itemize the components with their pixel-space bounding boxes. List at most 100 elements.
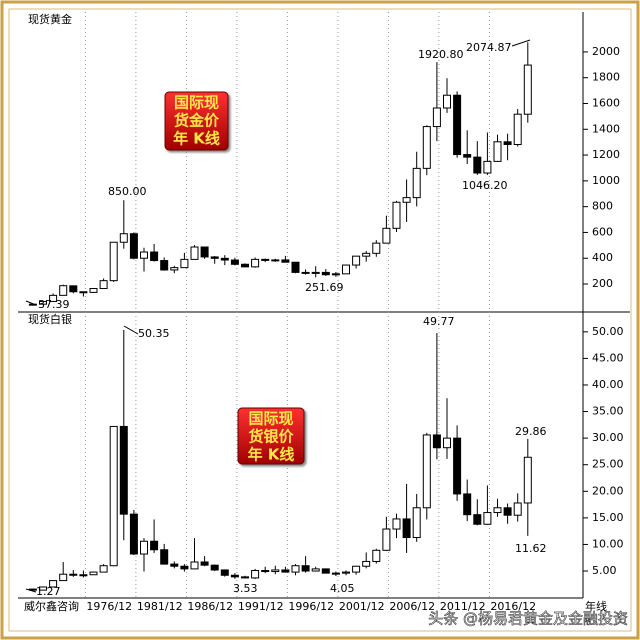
candle-body — [412, 167, 421, 199]
candle-body — [362, 560, 371, 567]
candle-body — [331, 273, 340, 276]
inner-frame — [8, 8, 632, 632]
label-box-text: 货金价 — [174, 112, 220, 130]
x-tick-label: 1981/12 — [137, 600, 183, 613]
y-tick-label: 1400 — [592, 122, 620, 135]
y-tick-label: 45.00 — [592, 351, 624, 364]
x-tick-label: 2001/12 — [339, 600, 385, 613]
annotation: 1.27 — [36, 585, 61, 598]
annotation: 2074.87 — [466, 41, 512, 54]
candle-body — [321, 271, 330, 276]
annotation: 4.05 — [330, 582, 355, 595]
label-box-text: 货银价 — [248, 428, 294, 446]
y-tick-label: 1800 — [592, 71, 620, 84]
candle-body — [493, 507, 502, 514]
annotation: 251.69 — [305, 281, 344, 294]
candle-body — [473, 156, 482, 174]
candle-body — [483, 160, 492, 174]
candle-body — [190, 561, 199, 570]
watermark: 头条 @杨易君黄金及金融投资 — [428, 610, 628, 628]
candle-body — [493, 141, 502, 162]
candle-body — [170, 267, 179, 271]
candle-body — [109, 241, 118, 282]
candle-body — [342, 571, 350, 574]
candle-body — [200, 561, 209, 566]
y-tick-label: 40.00 — [592, 378, 624, 391]
y-tick-label: 400 — [592, 251, 613, 264]
candle-body — [210, 256, 219, 259]
x-tick-label: 2016/12 — [490, 600, 536, 613]
candle-body — [230, 259, 239, 265]
candle-body — [79, 574, 88, 577]
candle-body — [311, 271, 320, 274]
candle-body — [432, 434, 441, 449]
candle-body — [220, 257, 229, 261]
candle-body — [402, 197, 411, 203]
candle-body — [392, 201, 401, 229]
y-tick-label: 35.00 — [592, 405, 624, 418]
candle-body — [513, 502, 522, 516]
source: 威尔鑫咨询 — [24, 599, 79, 613]
candle-body — [372, 242, 381, 254]
candle-body — [271, 259, 280, 262]
candle-body — [150, 251, 159, 262]
y-tick-label: 1000 — [592, 174, 620, 187]
candle-body — [59, 285, 68, 296]
candle-body — [59, 573, 68, 582]
candle-body — [140, 540, 148, 555]
x-tick-label: 2006/12 — [389, 600, 435, 613]
annotation-arrow — [123, 325, 139, 335]
label-box-text: 年 K线 — [173, 130, 220, 148]
y-tick-label: 200 — [592, 277, 613, 290]
x-tick-label: 1996/12 — [288, 600, 334, 613]
annotation: 50.35 — [138, 327, 170, 340]
candle-body — [241, 263, 249, 268]
candle-body — [443, 94, 451, 109]
candle-body — [443, 437, 451, 449]
candle-body — [301, 565, 310, 572]
candle-body — [453, 437, 462, 495]
candle-body — [473, 514, 482, 525]
candle-body — [69, 285, 78, 293]
x-tick-label: 1976/12 — [86, 600, 132, 613]
candle-body — [402, 518, 411, 539]
candle-body — [99, 280, 108, 290]
candle-body — [251, 258, 260, 268]
candle-body — [220, 569, 229, 576]
candle-body — [99, 565, 108, 573]
candle-body — [321, 568, 330, 574]
candle-body — [352, 565, 361, 573]
y-tick-label: 800 — [592, 200, 613, 213]
candle-body — [352, 255, 361, 266]
candle-body — [503, 507, 512, 516]
annotation: 37.39 — [38, 298, 70, 311]
y-tick-label: 1200 — [592, 148, 620, 161]
y-tick-label: 2000 — [592, 45, 620, 58]
candle-body — [49, 580, 58, 588]
label-box-text: 国际现 — [174, 94, 219, 112]
candle-body — [513, 113, 522, 145]
candle-body — [281, 569, 290, 573]
candle-body — [372, 549, 381, 562]
annotation-arrow — [25, 588, 37, 593]
label-box-bg — [237, 407, 305, 465]
candle-body — [523, 64, 532, 115]
candle-body — [311, 568, 320, 572]
candle-body — [89, 288, 98, 293]
annotation: 11.62 — [515, 542, 547, 555]
candle-body — [109, 425, 118, 567]
candle-body — [119, 233, 128, 243]
candle-body — [271, 569, 280, 573]
y-tick-label: 30.00 — [592, 431, 624, 444]
annotation: 1046.20 — [462, 179, 508, 192]
candle-body — [129, 513, 138, 555]
annotation-arrow — [25, 300, 37, 306]
label-box-text: 年 K线 — [248, 446, 295, 464]
candle-body — [453, 94, 462, 156]
y-tick-label: 5.00 — [592, 564, 617, 577]
candle-body — [463, 493, 472, 516]
candle-body — [342, 264, 350, 275]
